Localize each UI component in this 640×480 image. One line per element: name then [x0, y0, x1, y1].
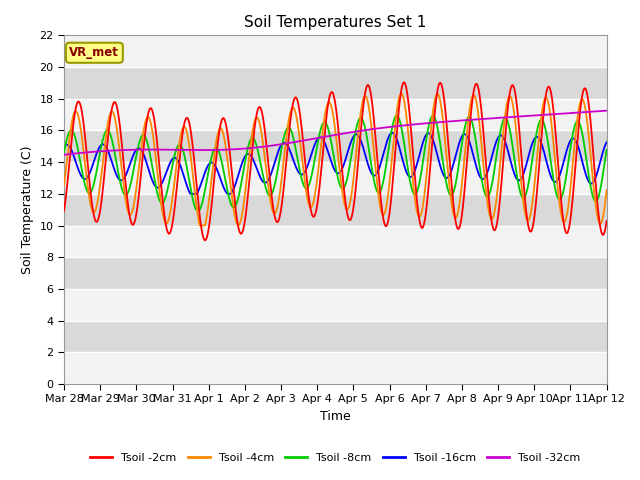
- Line: Tsoil -8cm: Tsoil -8cm: [64, 116, 607, 210]
- Tsoil -16cm: [388, 130, 396, 136]
- Legend: Tsoil -2cm, Tsoil -4cm, Tsoil -8cm, Tsoil -16cm, Tsoil -32cm: Tsoil -2cm, Tsoil -4cm, Tsoil -8cm, Tsoi…: [86, 449, 585, 468]
- Bar: [64, 162, 607, 194]
- Bar: [64, 226, 607, 257]
- Tsoil -32cm: [168, 147, 175, 153]
- Bar: [64, 352, 607, 384]
- Tsoil -8cm: [181, 154, 189, 159]
- Line: Tsoil -4cm: Tsoil -4cm: [64, 94, 607, 226]
- Tsoil -8cm: [393, 113, 401, 119]
- Bar: [64, 289, 607, 321]
- Y-axis label: Soil Temperature (C): Soil Temperature (C): [20, 145, 34, 274]
- Tsoil -16cm: [168, 157, 175, 163]
- X-axis label: Time: Time: [320, 410, 351, 423]
- Tsoil -2cm: [181, 120, 189, 125]
- Tsoil -16cm: [60, 144, 68, 150]
- Tsoil -16cm: [603, 140, 611, 145]
- Tsoil -4cm: [420, 194, 428, 200]
- Bar: [64, 321, 607, 352]
- Tsoil -16cm: [491, 143, 499, 148]
- Tsoil -4cm: [242, 185, 250, 191]
- Bar: [64, 257, 607, 289]
- Tsoil -8cm: [60, 150, 68, 156]
- Title: Soil Temperatures Set 1: Soil Temperatures Set 1: [244, 15, 426, 30]
- Tsoil -32cm: [538, 112, 546, 118]
- Tsoil -4cm: [196, 223, 204, 228]
- Tsoil -2cm: [491, 227, 499, 233]
- Tsoil -4cm: [60, 182, 68, 188]
- Tsoil -16cm: [420, 136, 428, 142]
- Tsoil -2cm: [60, 208, 68, 214]
- Line: Tsoil -32cm: Tsoil -32cm: [64, 111, 607, 155]
- Text: VR_met: VR_met: [69, 46, 119, 59]
- Tsoil -2cm: [420, 221, 428, 227]
- Tsoil -32cm: [241, 145, 249, 151]
- Tsoil -2cm: [539, 118, 547, 124]
- Tsoil -4cm: [603, 187, 611, 193]
- Tsoil -4cm: [491, 207, 499, 213]
- Tsoil -2cm: [603, 218, 611, 224]
- Bar: [64, 194, 607, 226]
- Tsoil -8cm: [539, 118, 547, 124]
- Tsoil -8cm: [242, 155, 250, 161]
- Tsoil -16cm: [242, 153, 250, 158]
- Tsoil -16cm: [181, 176, 189, 181]
- Tsoil -2cm: [400, 80, 408, 85]
- Tsoil -8cm: [193, 207, 200, 213]
- Tsoil -32cm: [60, 152, 68, 157]
- Tsoil -2cm: [168, 226, 175, 231]
- Tsoil -2cm: [201, 238, 209, 243]
- Tsoil -16cm: [187, 191, 195, 197]
- Tsoil -8cm: [420, 151, 428, 157]
- Bar: [64, 36, 607, 67]
- Tsoil -32cm: [603, 108, 611, 114]
- Tsoil -32cm: [181, 147, 189, 153]
- Tsoil -16cm: [539, 145, 547, 151]
- Tsoil -2cm: [242, 212, 250, 217]
- Bar: [64, 67, 607, 99]
- Tsoil -4cm: [181, 124, 189, 130]
- Line: Tsoil -16cm: Tsoil -16cm: [64, 133, 607, 194]
- Tsoil -32cm: [419, 120, 427, 126]
- Tsoil -8cm: [603, 147, 611, 153]
- Tsoil -4cm: [168, 202, 175, 208]
- Tsoil -8cm: [168, 167, 175, 173]
- Bar: [64, 99, 607, 131]
- Line: Tsoil -2cm: Tsoil -2cm: [64, 83, 607, 240]
- Tsoil -4cm: [397, 91, 405, 96]
- Tsoil -8cm: [491, 163, 499, 169]
- Bar: [64, 131, 607, 162]
- Tsoil -4cm: [539, 104, 547, 109]
- Tsoil -32cm: [490, 115, 498, 121]
